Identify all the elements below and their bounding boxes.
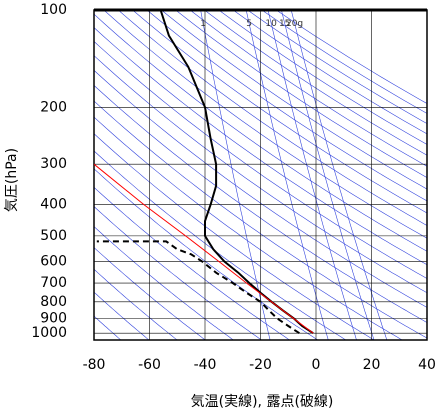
dry-adiabat: [160, 10, 427, 190]
dry-adiabat: [94, 100, 427, 339]
dry-adiabat: [94, 226, 234, 340]
dry-adiabat: [261, 10, 427, 114]
profile-line: [96, 240, 300, 335]
y-tick-label: 600: [40, 253, 67, 269]
x-tick-label: 0: [312, 357, 321, 373]
dry-adiabat: [103, 10, 427, 239]
profile-line: [94, 163, 314, 334]
mixing-ratio-line: [267, 10, 357, 340]
x-tick-label: -80: [83, 357, 106, 373]
mixing-ratio-label: 1: [200, 19, 206, 29]
dry-adiabat: [132, 10, 427, 214]
y-tick-label: 500: [40, 228, 67, 244]
y-tick-label: 800: [40, 294, 67, 310]
dry-adiabat: [94, 41, 427, 279]
mixing-ratio-line: [245, 10, 329, 340]
dry-adiabat: [218, 10, 427, 145]
dry-adiabat: [94, 268, 178, 340]
dry-adiabat: [94, 27, 427, 266]
dry-adiabat: [175, 10, 427, 178]
dry-adiabat: [94, 291, 150, 340]
y-tick-label: 900: [40, 310, 67, 326]
y-tick-label: 1000: [31, 325, 67, 341]
mixing-ratio-line: [281, 10, 375, 340]
y-tick-label: 300: [40, 156, 67, 172]
dry-adiabat: [94, 116, 403, 340]
dry-adiabat: [94, 247, 206, 340]
mixing-ratio-line: [290, 10, 388, 340]
x-tick-label: 20: [363, 357, 381, 373]
x-tick-label: -40: [194, 357, 217, 373]
mixing-ratio-line: [200, 10, 271, 340]
y-tick-label: 100: [40, 2, 67, 18]
dry-adiabat: [189, 10, 427, 167]
dry-adiabat: [94, 186, 291, 340]
background-lines: [94, 10, 427, 340]
y-tick-label: 700: [40, 275, 67, 291]
dry-adiabat: [94, 69, 427, 308]
y-tick-label: 200: [40, 99, 67, 115]
y-axis-label: 気圧(hPa): [4, 148, 20, 212]
x-tick-label: -60: [138, 357, 161, 373]
x-axis-label: 気温(実線), 露点(破線): [191, 394, 334, 410]
dry-adiabat: [117, 10, 427, 226]
x-tick-label: 40: [418, 357, 435, 373]
dry-adiabat: [146, 10, 427, 202]
dry-adiabat: [203, 10, 427, 156]
dry-adiabat: [94, 168, 319, 340]
dry-adiabat: [246, 10, 427, 124]
mixing-ratio-label: 15: [279, 19, 290, 29]
dry-adiabat: [94, 13, 427, 252]
x-tick-label: -20: [249, 357, 272, 373]
dry-adiabat: [94, 55, 427, 294]
y-tick-label: 400: [40, 197, 67, 213]
dry-adiabat: [94, 206, 263, 340]
dry-adiabat: [94, 150, 347, 340]
dry-adiabat: [275, 10, 427, 104]
mixing-ratio-label: 5: [246, 19, 252, 29]
mixing-ratio-label: 10: [265, 19, 277, 29]
mixing-ratio-label: 20g: [286, 19, 303, 29]
dry-adiabat: [94, 315, 122, 340]
dry-adiabat: [94, 85, 427, 323]
